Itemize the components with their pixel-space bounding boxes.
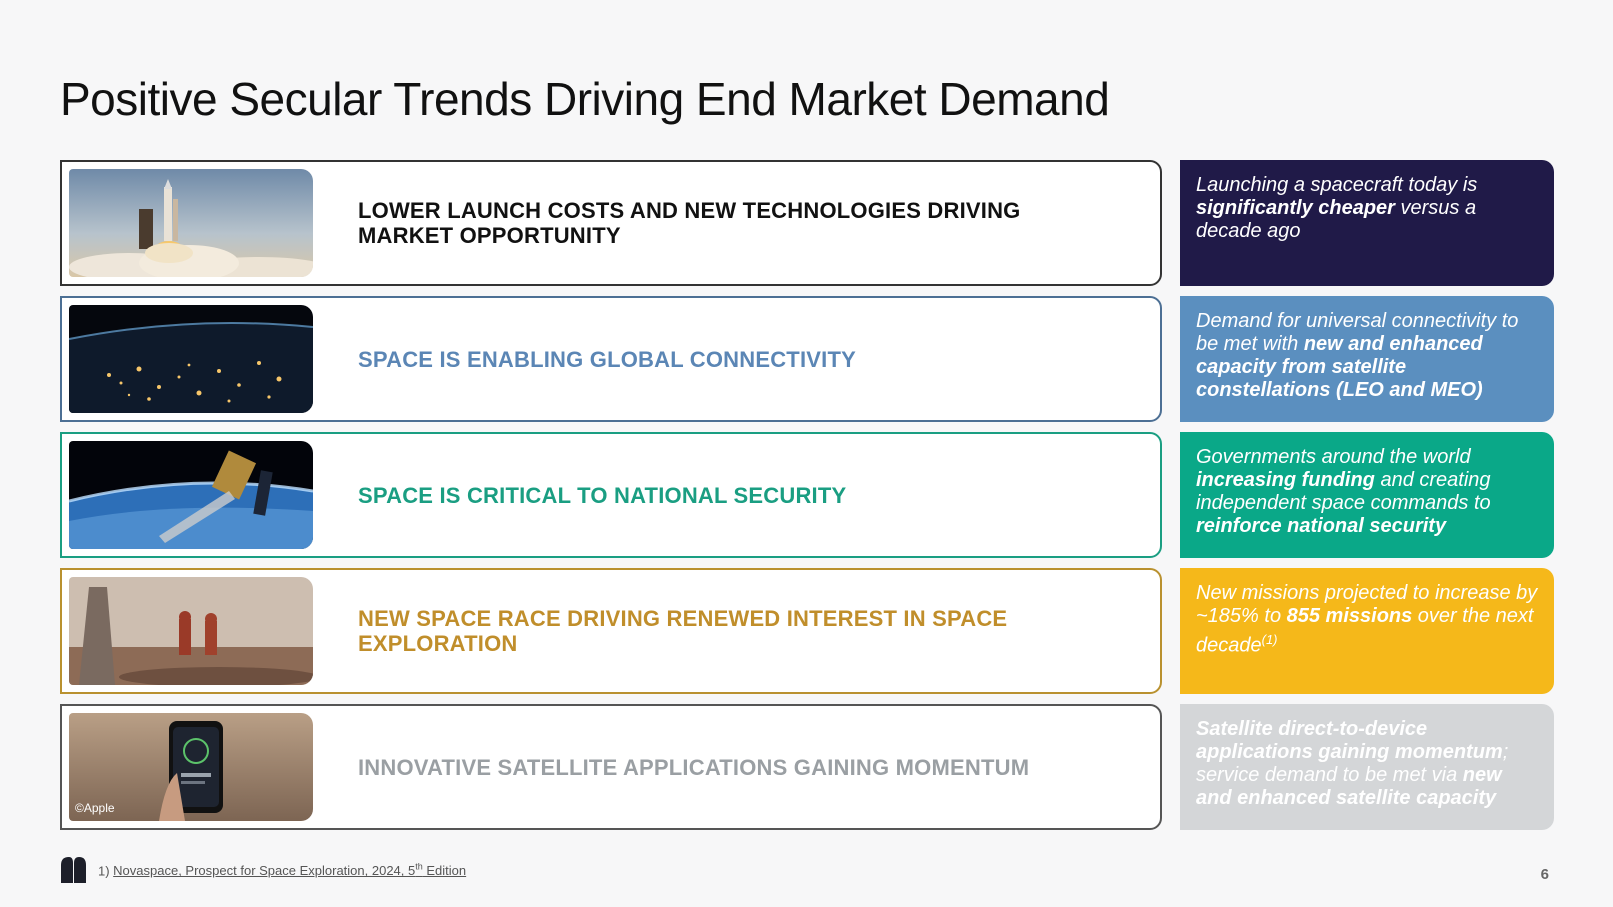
earth-night-lights-image: [69, 305, 313, 413]
trend-headline: SPACE IS CRITICAL TO NATIONAL SECURITY: [358, 482, 847, 508]
callout-text-segment: significantly cheaper: [1196, 197, 1395, 219]
brand-logo-icon: [61, 857, 86, 883]
page-title: Positive Secular Trends Driving End Mark…: [60, 73, 1110, 125]
callout-space-race: New missions projected to increase by ~1…: [1180, 568, 1554, 694]
callout-text-segment: Governments around the world: [1196, 446, 1471, 468]
callout-text-segment: Satellite direct-to-device applications …: [1196, 718, 1503, 763]
page-number: 6: [1540, 866, 1549, 883]
callout-text-segment: new and enhanced capacity from satellite…: [1196, 333, 1483, 401]
trend-row-connectivity: SPACE IS ENABLING GLOBAL CONNECTIVITY: [60, 296, 1162, 422]
satellite-orbit-image: [69, 441, 313, 549]
footnote: 1) Novaspace, Prospect for Space Explora…: [98, 862, 466, 878]
trend-headline: SPACE IS ENABLING GLOBAL CONNECTIVITY: [358, 346, 856, 372]
footnote-number: 1): [98, 863, 114, 879]
footnote-text: Novaspace, Prospect for Space Exploratio…: [113, 863, 416, 879]
callout-text-segment: 855 missions: [1286, 605, 1413, 627]
trend-row-satellite-apps: ©Apple INNOVATIVE SATELLITE APPLICATIONS…: [60, 704, 1162, 830]
rocket-launch-image: [69, 169, 313, 277]
phone-satellite-image: ©Apple: [69, 713, 313, 821]
callout-text-segment: New missions projected to increase by ~1…: [1196, 582, 1538, 627]
trend-row-national-security: SPACE IS CRITICAL TO NATIONAL SECURITY: [60, 432, 1162, 558]
trend-row-space-race: NEW SPACE RACE DRIVING RENEWED INTEREST …: [60, 568, 1162, 694]
callout-text-segment: over the next decade: [1196, 605, 1534, 657]
callout-text-segment: reinforce national security: [1196, 515, 1447, 537]
footnote-source-link[interactable]: Novaspace, Prospect for Space Exploratio…: [113, 862, 467, 879]
trend-row-launch-costs: LOWER LAUNCH COSTS AND NEW TECHNOLOGIES …: [60, 160, 1162, 286]
image-credit: ©Apple: [75, 801, 115, 815]
callout-text-segment: Demand for universal connectivity to be …: [1196, 310, 1519, 355]
footnote-sup: th: [415, 862, 423, 872]
callout-text-segment: increasing funding: [1196, 469, 1375, 491]
trend-headline: NEW SPACE RACE DRIVING RENEWED INTEREST …: [358, 606, 1008, 656]
callout-text-segment: and creating independent space commands …: [1196, 469, 1491, 514]
callout-text-segment: new and enhanced satellite capacity: [1196, 764, 1502, 809]
callout-connectivity: Demand for universal connectivity to be …: [1180, 296, 1554, 422]
astronauts-mars-image: [69, 577, 313, 685]
footnote-tail: Edition: [422, 863, 467, 879]
callout-text-segment: Launching a spacecraft today is: [1196, 174, 1478, 196]
callout-national-security: Governments around the world increasing …: [1180, 432, 1554, 558]
callout-text-segment: (1): [1261, 632, 1278, 647]
callout-text-segment: ; service demand to be met via: [1196, 741, 1509, 786]
callout-launch-costs: Launching a spacecraft today is signific…: [1180, 160, 1554, 286]
callout-text-segment: versus a decade ago: [1196, 197, 1477, 242]
callout-satellite-apps: Satellite direct-to-device applications …: [1180, 704, 1554, 830]
trend-headline: LOWER LAUNCH COSTS AND NEW TECHNOLOGIES …: [358, 198, 1021, 248]
trend-headline: INNOVATIVE SATELLITE APPLICATIONS GAININ…: [358, 754, 1030, 780]
